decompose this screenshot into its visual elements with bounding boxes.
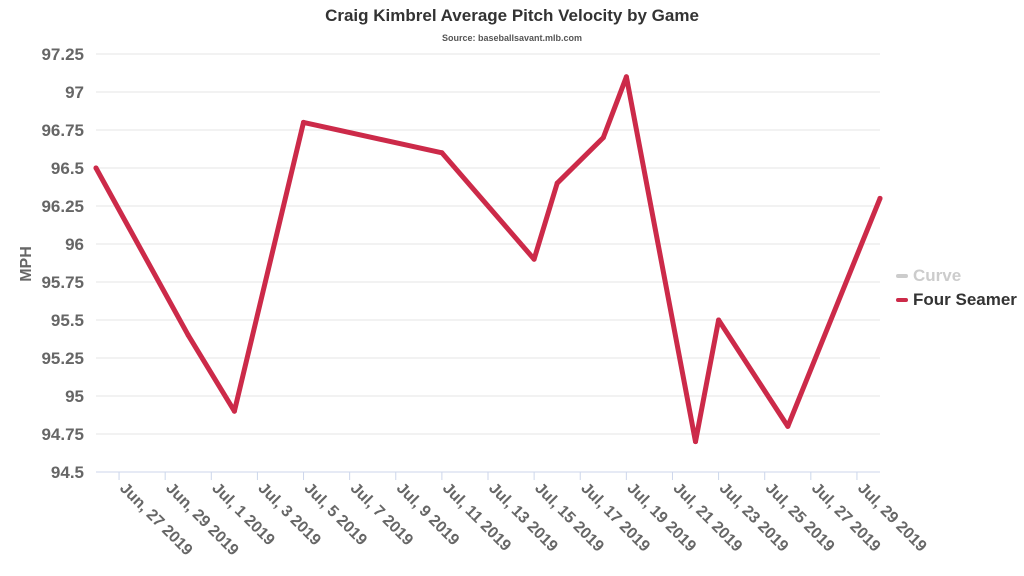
y-tick-label: 95.75 xyxy=(41,273,84,292)
data-point xyxy=(185,332,191,338)
y-tick-label: 96.5 xyxy=(51,159,84,178)
data-point xyxy=(600,135,606,141)
y-tick-label: 97 xyxy=(65,83,84,102)
chart-title: Craig Kimbrel Average Pitch Velocity by … xyxy=(325,6,699,25)
chart-subtitle: Source: baseballsavant.mlb.com xyxy=(441,33,583,43)
y-tick-label: 94.75 xyxy=(41,425,84,444)
data-point xyxy=(623,74,629,80)
y-tick-label: 97.25 xyxy=(41,45,84,64)
data-point xyxy=(231,408,237,414)
y-tick-label: 95.25 xyxy=(41,349,84,368)
series-line-four-seamer xyxy=(93,74,883,445)
data-point xyxy=(439,150,445,156)
y-tick-label: 96.75 xyxy=(41,121,84,140)
gridlines xyxy=(96,53,880,473)
legend-label: Four Seamer xyxy=(913,290,1017,309)
data-point xyxy=(554,180,560,186)
y-axis-label: MPH xyxy=(18,246,35,282)
data-point xyxy=(531,256,537,262)
data-point xyxy=(301,119,306,125)
data-point xyxy=(93,165,99,171)
y-tick-label: 96.25 xyxy=(41,197,84,216)
y-tick-label: 96 xyxy=(65,235,84,254)
legend-item-four-seamer[interactable]: Four Seamer xyxy=(896,288,1017,312)
y-tick-label: 95 xyxy=(65,387,84,406)
data-point xyxy=(693,439,698,445)
y-tick-label: 95.5 xyxy=(51,311,84,330)
series-layer xyxy=(93,74,883,445)
y-tick-label: 94.5 xyxy=(51,463,84,482)
legend-swatch xyxy=(896,274,908,278)
legend-label: Curve xyxy=(913,266,962,285)
data-point xyxy=(877,195,883,201)
data-point xyxy=(785,423,791,429)
legend: Curve Four Seamer xyxy=(896,264,1017,312)
y-axis: 94.5 94.75 95 95.25 95.5 95.75 96 96.25 96.5 96.7… xyxy=(41,45,84,482)
legend-swatch xyxy=(896,298,908,302)
data-point xyxy=(716,317,722,323)
legend-item-curve[interactable]: Curve xyxy=(896,264,1017,288)
